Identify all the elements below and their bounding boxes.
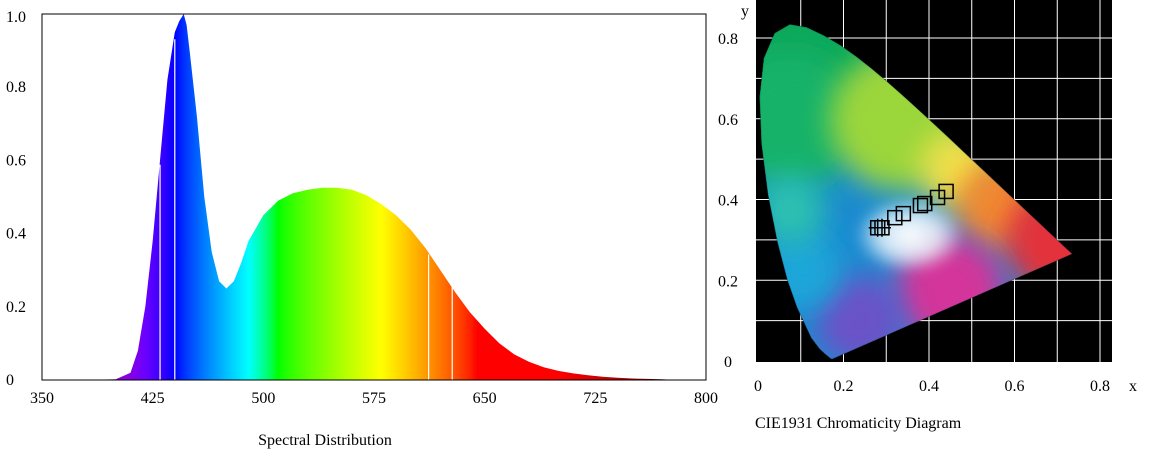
cie-y-axis: 0 0.2 0.4 0.6 0.8 xyxy=(718,31,738,371)
cie-chart-title: CIE1931 Chromaticity Diagram xyxy=(755,415,962,432)
cie-x-axis-label: x xyxy=(1129,378,1137,395)
spectral-x-tick-label: 350 xyxy=(30,390,54,407)
cie-y-axis-label: y xyxy=(741,3,749,20)
cie-x-tick-label: 0.8 xyxy=(1090,378,1110,395)
spectral-x-tick-label: 650 xyxy=(473,390,497,407)
cie-x-tick-label: 0.6 xyxy=(1005,378,1025,395)
spectrum-area xyxy=(86,14,677,380)
cie-x-tick-label: 0.2 xyxy=(834,378,854,395)
box-marker xyxy=(916,195,933,212)
spectral-x-tick-label: 575 xyxy=(362,390,386,407)
spectral-x-tick-label: 725 xyxy=(583,390,607,407)
spectral-y-tick-label: 1.0 xyxy=(6,9,26,26)
cie-y-tick-label: 0.6 xyxy=(718,112,738,129)
box-marker xyxy=(929,189,946,206)
box-marker xyxy=(938,183,954,200)
cie-point-markers xyxy=(868,183,954,237)
cie-x-tick-label: 0.4 xyxy=(919,378,939,395)
spectral-chart: 0 0.2 0.4 0.6 0.8 1.0 350 425 500 575 650 725 800 S… xyxy=(6,9,718,449)
box-marker xyxy=(912,197,929,214)
spectral-chart-title: Spectral Distribution xyxy=(258,432,392,449)
cie-x-tick-label: 0 xyxy=(754,378,762,395)
spectral-y-tick-label: 0.4 xyxy=(6,226,26,243)
cie-y-tick-label: 0 xyxy=(724,354,732,371)
spectral-y-tick-label: 0 xyxy=(6,372,14,389)
spectral-y-axis: 0 0.2 0.4 0.6 0.8 1.0 xyxy=(6,9,26,389)
spectral-y-tick-label: 0.8 xyxy=(6,79,26,96)
spectral-x-axis: 350 425 500 575 650 725 800 xyxy=(30,390,718,407)
spectral-x-tick-label: 425 xyxy=(141,390,165,407)
cie-y-tick-label: 0.4 xyxy=(718,193,738,210)
spectral-locus-outline xyxy=(759,23,1073,360)
cross-box-marker xyxy=(872,218,891,237)
box-marker xyxy=(895,205,912,222)
box-marker xyxy=(887,209,903,226)
spectral-y-tick-label: 0.6 xyxy=(6,152,26,169)
spectrum-gap-lines xyxy=(159,39,453,380)
cie-y-tick-label: 0.2 xyxy=(718,273,738,290)
spectral-y-tick-label: 0.2 xyxy=(6,299,26,316)
spectral-x-tick-label: 800 xyxy=(694,390,718,407)
cie-y-tick-label: 0.8 xyxy=(718,31,738,48)
spectral-plot-frame xyxy=(41,13,707,381)
spectral-x-tick-label: 500 xyxy=(251,390,275,407)
cie-chart: 0 0.2 0.4 0.6 0.8 0 0.2 0.4 0.6 0.8 y x CIE1931 … xyxy=(718,0,1137,432)
cie-x-axis: 0 0.2 0.4 0.6 0.8 xyxy=(754,378,1110,395)
